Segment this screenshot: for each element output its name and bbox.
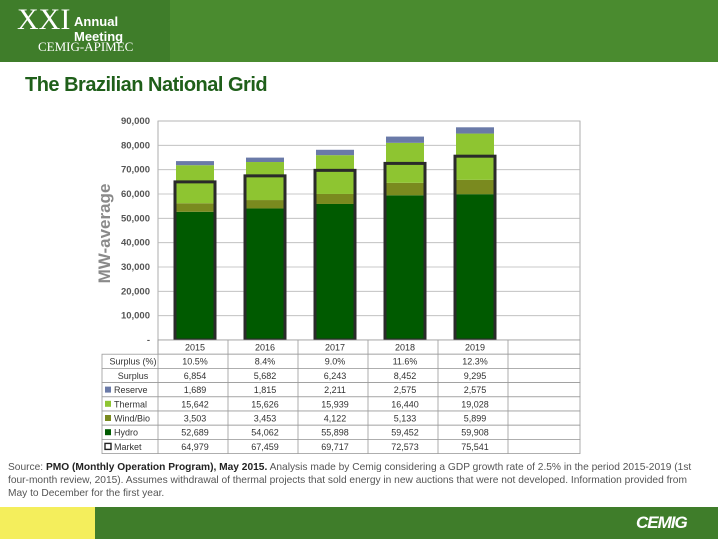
table-cell-value: 11.6% <box>393 357 418 367</box>
slide-title: The Brazilian National Grid <box>25 74 268 96</box>
x-tick-label: 2016 <box>255 343 275 353</box>
legend-swatch-wind_bio <box>105 415 111 421</box>
bar-segment-reserve <box>456 127 494 134</box>
table-cell-value: 16,440 <box>391 399 419 409</box>
y-tick-label: 60,000 <box>121 189 150 200</box>
table-cell-value: 12.3% <box>462 357 488 367</box>
table-row <box>101 438 581 454</box>
table-cell-value: 10.5% <box>182 357 208 367</box>
source-description: Analysis made by Cemig considering a GDP… <box>8 462 692 499</box>
y-tick-label: 50,000 <box>121 213 150 224</box>
bar-segment-thermal <box>176 165 214 204</box>
table-row-label: Reserve <box>114 385 148 395</box>
footer-band <box>0 507 718 539</box>
source-note: Source: PMO (Monthly Operation Program),… <box>8 461 708 500</box>
table-cell-value: 5,133 <box>394 414 417 424</box>
table-cell-value: 59,908 <box>461 428 489 438</box>
bar-segment-thermal <box>316 155 354 194</box>
table-cell-value: 6,243 <box>324 371 347 381</box>
meeting-roman-numeral: XXI <box>17 3 71 36</box>
table-row-label: Wind/Bio <box>114 414 150 424</box>
y-tick-label: 20,000 <box>121 286 150 297</box>
bar-segment-hydro <box>386 195 424 340</box>
x-tick-label: 2018 <box>395 343 415 353</box>
table-cell-value: 67,459 <box>251 442 279 452</box>
table-cell-value: 8,452 <box>394 371 417 381</box>
plot-area <box>157 120 581 341</box>
bar-segment-wind_bio <box>176 203 214 212</box>
table-cell-value: 64,979 <box>181 442 209 452</box>
table-cell-value: 19,028 <box>461 399 489 409</box>
y-tick-label: 80,000 <box>121 140 150 151</box>
y-tick-label: 30,000 <box>121 262 150 273</box>
grid-capacity-chart: - 10,000 20,000 30,000 40,000 50,000 60,000 70,… <box>95 116 581 454</box>
table-row-label: Hydro <box>114 428 138 438</box>
y-tick-label: 90,000 <box>121 116 150 127</box>
meeting-badge: XXI Annual Meeting CEMIG-APIMEC <box>0 0 170 62</box>
y-axis-label: MW-average <box>95 184 114 284</box>
table-cell-value: 2,575 <box>394 385 417 395</box>
bar-segment-reserve <box>176 161 214 166</box>
table-cell-value: 15,626 <box>251 399 279 409</box>
table-cell-value: 59,452 <box>391 428 419 438</box>
table-cell-value: 15,939 <box>321 399 349 409</box>
bar-segment-wind_bio <box>316 193 354 204</box>
y-tick-label: - <box>147 335 150 346</box>
x-tick-label: 2015 <box>185 343 205 353</box>
table-cell-value: 5,899 <box>464 414 487 424</box>
y-tick-label: 70,000 <box>121 165 150 176</box>
bar-segment-reserve <box>316 149 354 156</box>
table-header-row <box>157 339 581 355</box>
y-tick-label: 40,000 <box>121 238 150 249</box>
table-cell-value: 1,815 <box>254 385 277 395</box>
meeting-label: Annual Meeting <box>74 14 124 44</box>
table-cell-value: 69,717 <box>321 442 349 452</box>
table-cell-value: 54,062 <box>251 428 279 438</box>
bar-segment-hydro <box>176 211 214 340</box>
table-cell-value: 9,295 <box>464 371 487 381</box>
cemig-logo: CEMIG <box>636 513 688 532</box>
bar-segment-reserve <box>246 157 284 163</box>
x-tick-label: 2017 <box>325 343 345 353</box>
table-cell-value: 1,689 <box>184 385 207 395</box>
x-tick-label: 2019 <box>465 343 485 353</box>
legend-swatch-hydro <box>105 429 111 436</box>
footer-accent <box>0 507 95 539</box>
bar-segment-wind_bio <box>246 200 284 209</box>
table-cell-value: 15,642 <box>181 399 209 409</box>
table-cell-value: 3,503 <box>184 414 207 424</box>
table-cell-value: 52,689 <box>181 428 209 438</box>
bar-segment-hydro <box>456 194 494 340</box>
bar-segment-wind_bio <box>386 182 424 196</box>
table-cell-value: 2,575 <box>464 385 487 395</box>
bar-segment-hydro <box>246 208 284 340</box>
table-cell-value: 3,453 <box>254 414 277 424</box>
table-cell-value: 5,682 <box>254 371 277 381</box>
table-cell-value: 75,541 <box>461 442 489 452</box>
table-cell-value: 55,898 <box>321 428 349 438</box>
table-row-label: Thermal <box>114 399 147 409</box>
table-cell-value: 9.0% <box>325 357 346 367</box>
table-cell-value: 72,573 <box>391 442 419 452</box>
table-cell-value: 8.4% <box>255 357 276 367</box>
bar-segment-reserve <box>386 136 424 143</box>
meeting-organization: CEMIG-APIMEC <box>38 39 134 54</box>
source-reference: PMO (Monthly Operation Program), May 201… <box>45 462 268 473</box>
y-tick-label: 10,000 <box>121 311 150 322</box>
source-lead: Source: <box>8 462 46 473</box>
bar-segment-hydro <box>316 203 354 340</box>
table-cell-value: 2,211 <box>324 385 346 395</box>
legend-swatch-reserve <box>105 386 111 393</box>
table-cell-value: 6,854 <box>184 371 207 381</box>
bar-segment-wind_bio <box>456 179 494 195</box>
table-row-label: Market <box>114 442 142 452</box>
legend-swatch-market <box>104 442 112 451</box>
bar-segment-thermal <box>246 162 284 201</box>
legend-swatch-thermal <box>105 400 111 407</box>
table-row-label: Surplus (%) <box>109 357 156 367</box>
table-row-label: Surplus <box>118 371 149 381</box>
table-cell-value: 4,122 <box>324 414 347 424</box>
